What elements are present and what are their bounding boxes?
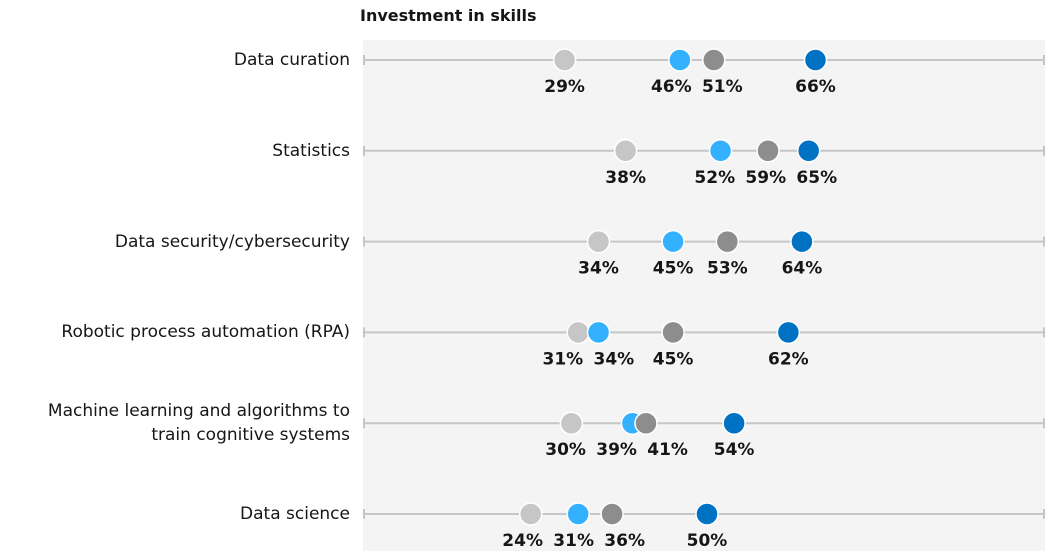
dot [566,502,590,526]
value-label: 62% [768,349,809,369]
value-label: 29% [544,77,585,97]
value-label: 50% [687,531,728,551]
category-label: Data curation [233,50,350,70]
value-label: 64% [782,259,823,279]
value-label: 53% [707,259,748,279]
dot [796,139,821,163]
value-label: 45% [653,349,694,369]
category-label: Data science [240,504,350,524]
value-label: 52% [694,168,735,188]
dot [518,502,543,526]
category-label: Robotic process automation (RPA) [61,322,350,343]
dot [634,411,658,435]
dot [613,139,638,163]
value-label: 38% [605,168,646,188]
dot [776,320,801,345]
value-label: 30% [545,440,586,460]
category-label: Statistics [272,140,350,161]
dot [661,320,685,345]
value-label: 59% [745,168,786,188]
value-label: 54% [714,440,755,460]
dot [661,229,685,254]
dot [668,48,692,72]
value-label: 31% [542,349,583,369]
value-label: 24% [502,531,543,551]
dot [803,48,828,72]
dot [756,139,780,163]
value-label: 36% [604,531,645,551]
dot [586,320,611,345]
value-label: 34% [578,259,619,279]
value-label: 66% [795,77,836,97]
dot [708,139,733,163]
plot-background [363,40,1045,551]
value-label: 45% [653,259,694,279]
value-label: 51% [702,77,743,97]
dot [702,48,726,72]
dot [722,411,746,435]
dot [566,320,590,345]
value-label: 65% [796,168,837,188]
category-label: Data security/cybersecurity [114,231,350,252]
dot [695,502,719,526]
chart-title: Investment in skills [360,6,537,25]
dot [790,229,814,254]
dot [559,411,584,435]
dot [552,48,577,72]
value-label: 41% [647,440,688,460]
dot [600,502,624,526]
value-label: 39% [596,440,637,460]
value-label: 31% [553,531,594,551]
value-label: 46% [651,77,692,97]
category-label: Machine learning and algorithms to train… [47,401,350,446]
value-label: 34% [593,349,634,369]
dot [586,229,611,254]
dot [715,229,740,254]
